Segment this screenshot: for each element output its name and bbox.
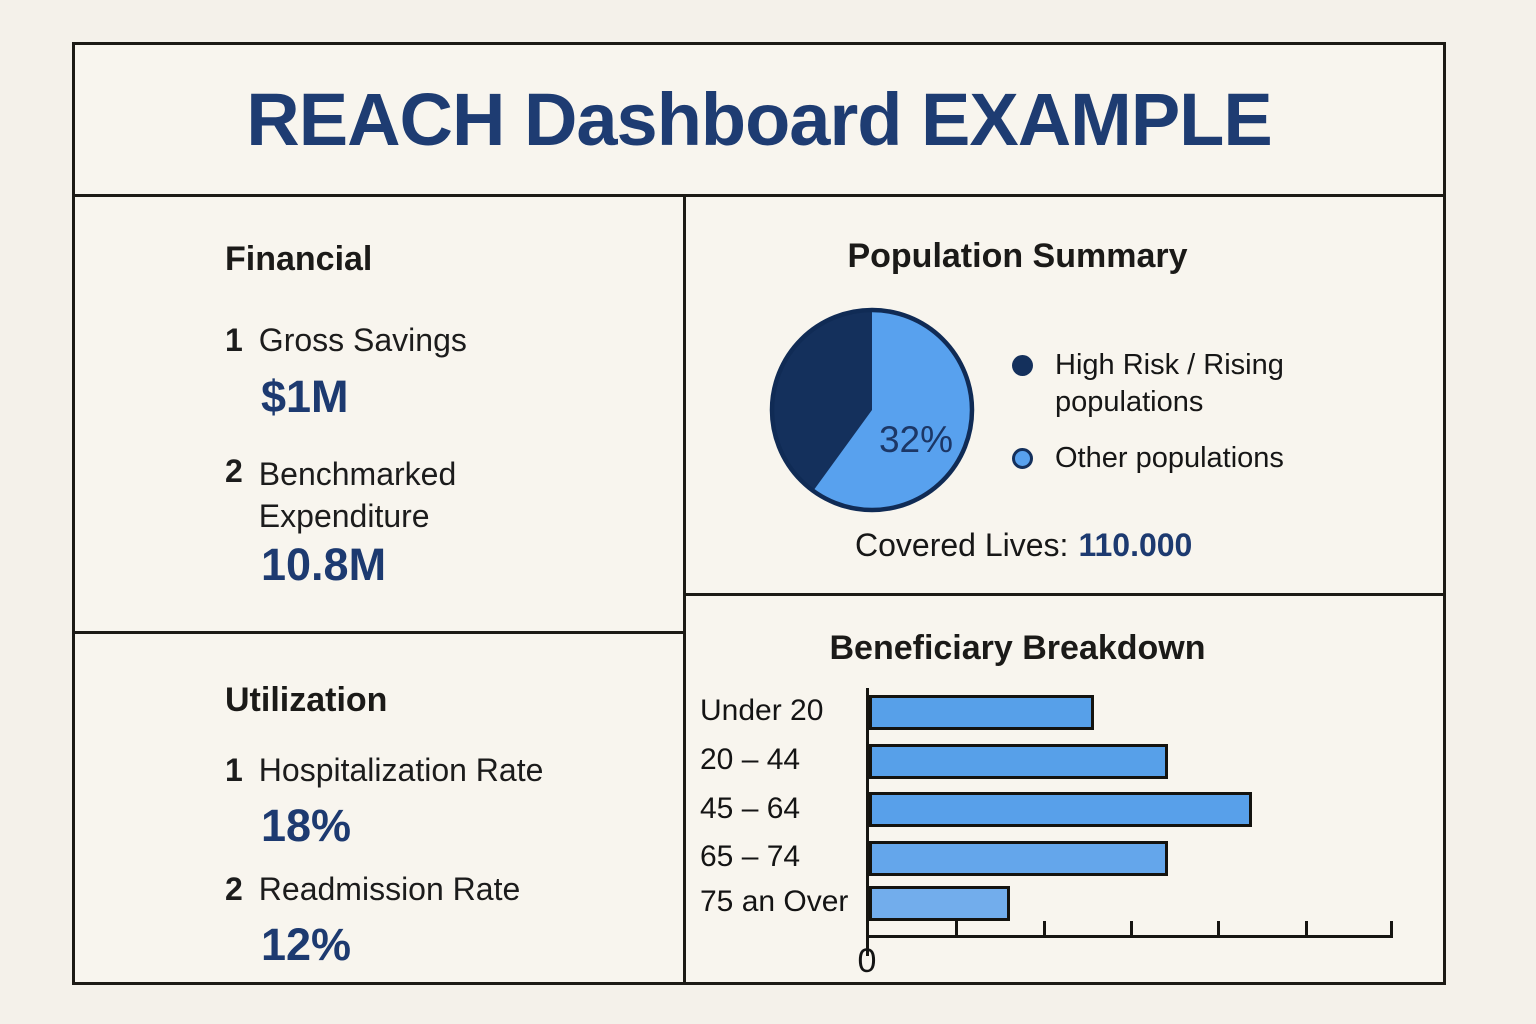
pie-slice-other [813,310,972,510]
x-axis-tick [1217,921,1220,935]
item-number: 2 [225,871,243,907]
hospitalization-rate-value: 18% [261,800,352,851]
financial-item-1: 1 Gross Savings [225,322,467,359]
legend-label: Other populations [1055,442,1284,474]
financial-section: Financial 1 Gross Savings $1M 2 Benchmarke… [75,197,683,631]
legend-item-other: Other populations [1012,440,1322,477]
other-populations-legend-dot-icon [1012,448,1033,469]
beneficiary-bar-chart [866,688,1393,956]
utilization-item-2: 2 Readmission Rate [225,871,520,908]
item-number: 1 [225,752,243,788]
page-title: REACH Dashboard EXAMPLE [246,78,1272,161]
financial-heading: Financial [225,240,373,278]
left-horizontal-divider [75,631,683,634]
x-axis-tick [1043,921,1046,935]
item-label: Benchmarked Expenditure [258,456,457,534]
covered-lives-label: Covered Lives: [855,527,1069,563]
x-axis-tick [955,921,958,935]
category-label-45-64: 45 – 64 [700,792,801,825]
bar-20-44 [869,744,1168,779]
utilization-heading: Utilization [225,681,388,719]
item-number: 1 [225,322,243,358]
item-label: Readmission Rate [258,871,521,907]
covered-lives-value: 110.000 [1078,527,1193,563]
bar-65-74 [869,841,1168,876]
gross-savings-value: $1M [261,371,349,422]
pie-percentage-label: 32% [879,419,953,460]
category-label-65-74: 65 – 74 [700,840,801,873]
title-row: REACH Dashboard EXAMPLE [75,45,1443,197]
x-axis-tick [1305,921,1308,935]
legend-label: High Risk / Rising populations [1055,349,1284,418]
category-label-75-over: 75 an Over [700,885,849,918]
legend-item-high-risk: High Risk / Rising populations [1012,347,1322,421]
item-label: Hospitalization Rate [258,752,544,788]
right-horizontal-divider [686,593,1443,596]
item-number: 2 [225,453,243,489]
item-label: Gross Savings [258,322,467,358]
x-axis-tick [1130,921,1133,935]
pie-outline [769,307,975,513]
bar-45-64 [869,792,1252,827]
pie-legend: High Risk / Rising populations Other pop… [1012,347,1322,496]
population-summary-heading: Population Summary [847,237,1188,275]
category-label-under-20: Under 20 [700,694,824,727]
x-axis-zero-label: 0 [857,942,877,980]
beneficiary-breakdown-section: Beneficiary Breakdown Under 20 20 – 44 4… [686,596,1443,982]
bar-under-20 [869,695,1094,730]
dashboard-panel: REACH Dashboard EXAMPLE Financial 1 Gross… [72,42,1446,985]
bar-75-over [869,886,1010,921]
readmission-rate-value: 12% [261,919,352,970]
financial-item-2: 2 Benchmarked Expenditure [225,453,509,537]
high-risk-legend-dot-icon [1012,355,1033,376]
beneficiary-breakdown-heading: Beneficiary Breakdown [829,629,1206,667]
utilization-item-1: 1 Hospitalization Rate [225,752,543,789]
category-label-20-44: 20 – 44 [700,743,801,776]
vertical-divider [683,197,686,982]
covered-lives-line: Covered Lives: 110.000 [855,527,1192,564]
population-summary-section: Population Summary 32% High Risk / Risin… [686,197,1443,593]
benchmarked-expenditure-value: 10.8M [261,539,387,590]
population-pie-chart: 32% [769,307,975,513]
x-axis-tick [1390,921,1393,935]
